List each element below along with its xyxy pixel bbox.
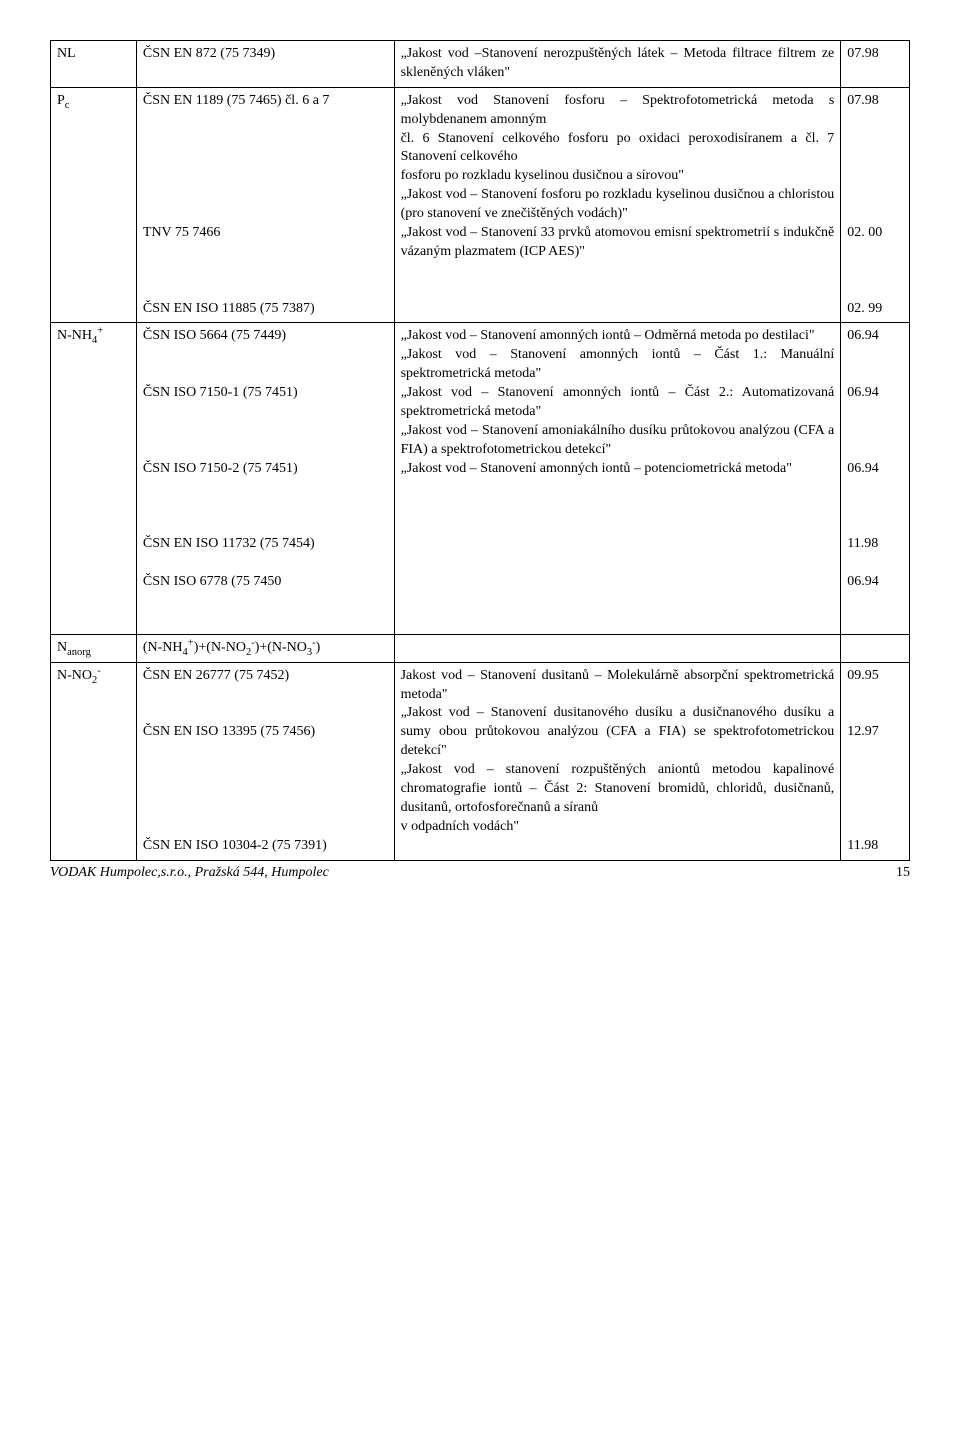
std-cell: (N-NH4+)+(N-NO2-)+(N-NO3-) (136, 634, 394, 662)
standards-table: NL ČSN EN 872 (75 7349) „Jakost vod –Sta… (50, 40, 910, 861)
table-row: N-NH4+ ČSN ISO 5664 (75 7449) ČSN ISO 71… (51, 323, 910, 634)
date-cell: 06.94 06.94 06.94 11.98 06.94 (841, 323, 910, 634)
desc-line: Jakost vod – Stanovení dusitanů – Moleku… (401, 667, 835, 705)
std-line: ČSN EN ISO 13395 (75 7456) (143, 723, 388, 742)
desc-cell (394, 634, 841, 662)
page-number: 15 (896, 865, 910, 881)
std-cell: ČSN ISO 5664 (75 7449) ČSN ISO 7150-1 (7… (136, 323, 394, 634)
param-cell: Pc (51, 87, 137, 323)
desc-line: fosforu po rozkladu kyselinou dusičnou a… (401, 167, 835, 186)
desc-line: „Jakost vod – Stanovení fosforu po rozkl… (401, 186, 835, 224)
desc-line: „Jakost vod – stanovení rozpuštěných ani… (401, 761, 835, 818)
date-line: 09.95 (847, 667, 903, 686)
table-row: Pc ČSN EN 1189 (75 7465) čl. 6 a 7 TNV 7… (51, 87, 910, 323)
date-line: 02. 00 (847, 224, 903, 243)
date-line: 06.94 (847, 573, 903, 592)
footer-text: VODAK Humpolec,s.r.o., Pražská 544, Hump… (50, 865, 329, 881)
date-line: 06.94 (847, 327, 903, 346)
desc-cell: „Jakost vod –Stanovení nerozpuštěných lá… (394, 41, 841, 88)
std-line: ČSN EN 1189 (75 7465) čl. 6 a 7 (143, 92, 388, 111)
date-cell: 07.98 (841, 41, 910, 88)
desc-line: „Jakost vod – Stanovení amonných iontů –… (401, 384, 835, 422)
desc-line: „Jakost vod Stanovení fosforu – Spektrof… (401, 92, 835, 130)
desc-line: „Jakost vod – Stanovení amonných iontů –… (401, 460, 835, 479)
std-line: ČSN EN ISO 11732 (75 7454) (143, 535, 388, 554)
std-line: ČSN ISO 5664 (75 7449) (143, 327, 388, 346)
desc-line: čl. 6 Stanovení celkového fosforu po oxi… (401, 130, 835, 168)
date-line: 07.98 (847, 92, 903, 111)
table-row: N-NO2- ČSN EN 26777 (75 7452) ČSN EN ISO… (51, 662, 910, 860)
param-cell: Nanorg (51, 634, 137, 662)
std-line: TNV 75 7466 (143, 224, 388, 243)
std-cell: ČSN EN 1189 (75 7465) čl. 6 a 7 TNV 75 7… (136, 87, 394, 323)
desc-cell: „Jakost vod Stanovení fosforu – Spektrof… (394, 87, 841, 323)
std-cell: ČSN EN 872 (75 7349) (136, 41, 394, 88)
desc-line: „Jakost vod – Stanovení amonných iontů –… (401, 346, 835, 384)
page-footer: VODAK Humpolec,s.r.o., Pražská 544, Hump… (50, 865, 910, 881)
table-row: NL ČSN EN 872 (75 7349) „Jakost vod –Sta… (51, 41, 910, 88)
std-line: ČSN EN ISO 10304-2 (75 7391) (143, 837, 388, 856)
date-line: 02. 99 (847, 300, 903, 319)
date-cell: 09.95 12.97 11.98 (841, 662, 910, 860)
std-line: ČSN EN ISO 11885 (75 7387) (143, 300, 388, 319)
std-line: ČSN ISO 6778 (75 7450 (143, 573, 388, 592)
desc-line: „Jakost vod – Stanovení dusitanového dus… (401, 704, 835, 761)
desc-line: „Jakost vod – Stanovení 33 prvků atomovo… (401, 224, 835, 262)
desc-cell: Jakost vod – Stanovení dusitanů – Moleku… (394, 662, 841, 860)
date-cell: 07.98 02. 00 02. 99 (841, 87, 910, 323)
param-cell: N-NH4+ (51, 323, 137, 634)
date-line: 11.98 (847, 535, 903, 554)
param-cell: NL (51, 41, 137, 88)
param-cell: N-NO2- (51, 662, 137, 860)
date-line: 06.94 (847, 460, 903, 479)
std-cell: ČSN EN 26777 (75 7452) ČSN EN ISO 13395 … (136, 662, 394, 860)
date-cell (841, 634, 910, 662)
date-line: 12.97 (847, 723, 903, 742)
desc-line: „Jakost vod – Stanovení amoniakálního du… (401, 422, 835, 460)
date-line: 11.98 (847, 837, 903, 856)
std-line: ČSN ISO 7150-1 (75 7451) (143, 384, 388, 403)
desc-line: v odpadních vodách" (401, 818, 835, 837)
desc-line: „Jakost vod – Stanovení amonných iontů –… (401, 327, 835, 346)
date-line: 06.94 (847, 384, 903, 403)
std-line: ČSN ISO 7150-2 (75 7451) (143, 460, 388, 479)
desc-cell: „Jakost vod – Stanovení amonných iontů –… (394, 323, 841, 634)
table-row: Nanorg (N-NH4+)+(N-NO2-)+(N-NO3-) (51, 634, 910, 662)
std-line: ČSN EN 26777 (75 7452) (143, 667, 388, 686)
